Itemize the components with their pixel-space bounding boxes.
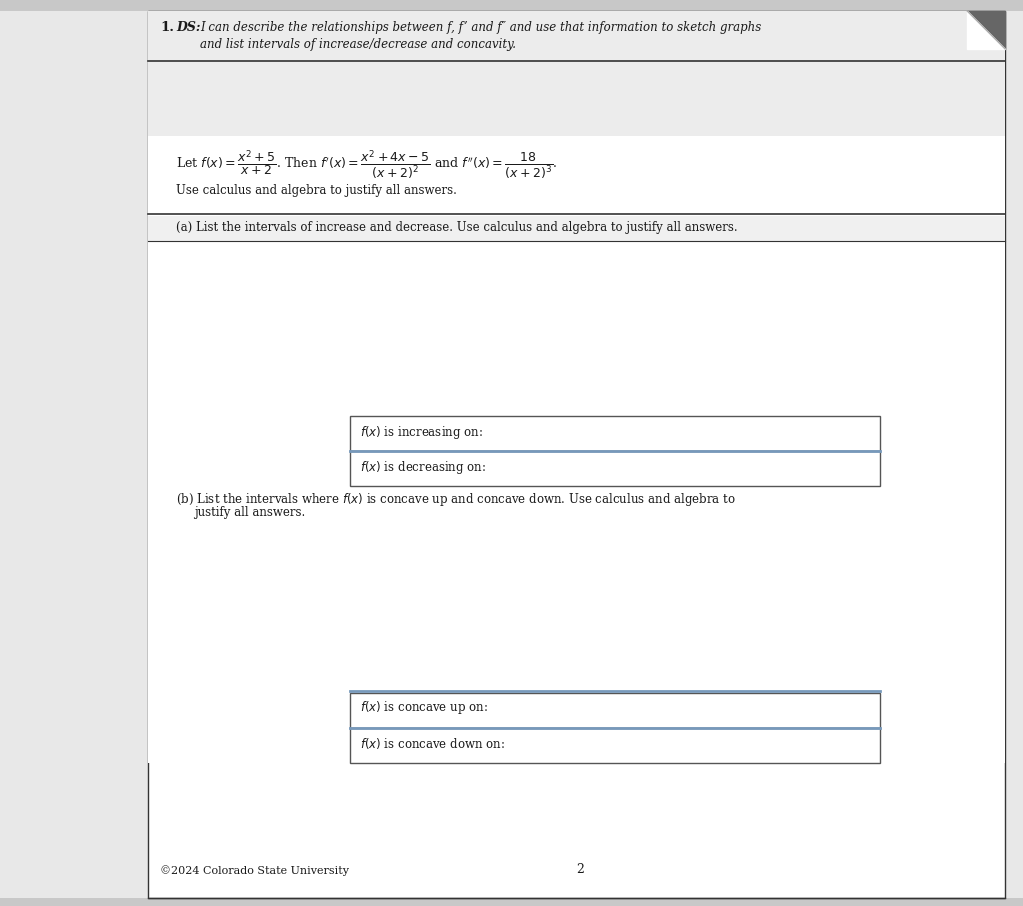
Polygon shape [967, 11, 1005, 49]
Text: justify all answers.: justify all answers. [194, 506, 305, 519]
Text: and list intervals of increase/decrease and concavity.: and list intervals of increase/decrease … [201, 38, 516, 51]
Bar [0, 11, 148, 898]
Bar [350, 416, 880, 451]
Bar [148, 241, 1005, 486]
Text: 1.: 1. [160, 21, 174, 34]
Text: $f(x)$ is concave down on:: $f(x)$ is concave down on: [360, 736, 505, 751]
Bar [148, 216, 1005, 241]
Text: I can describe the relationships between f, f’ and f″ and use that information t: I can describe the relationships between… [201, 21, 761, 34]
Text: $f(x)$ is concave up on:: $f(x)$ is concave up on: [360, 699, 488, 716]
Bar [350, 728, 880, 763]
Text: $f(x)$ is decreasing on:: $f(x)$ is decreasing on: [360, 459, 486, 476]
Bar [350, 693, 880, 728]
Bar [350, 451, 880, 486]
Text: ©2024 Colorado State University: ©2024 Colorado State University [160, 865, 349, 876]
Text: (b) List the intervals where $f(x)$ is concave up and concave down. Use calculus: (b) List the intervals where $f(x)$ is c… [176, 491, 736, 508]
Text: Let $f(x) = \dfrac{x^2+5}{x+2}$. Then $f'(x) = \dfrac{x^2+4x-5}{(x+2)^2}$ and $f: Let $f(x) = \dfrac{x^2+5}{x+2}$. Then $f… [176, 148, 558, 180]
Bar [1005, 11, 1023, 898]
Text: Use calculus and algebra to justify all answers.: Use calculus and algebra to justify all … [176, 184, 457, 197]
Bar [148, 136, 1005, 216]
Text: $f(x)$ is increasing on:: $f(x)$ is increasing on: [360, 424, 483, 441]
Text: (a) List the intervals of increase and decrease. Use calculus and algebra to jus: (a) List the intervals of increase and d… [176, 221, 738, 234]
Polygon shape [967, 11, 1005, 49]
Bar [148, 11, 1005, 898]
Bar [148, 11, 1005, 136]
Text: 2: 2 [576, 863, 584, 876]
Bar [148, 486, 1005, 763]
Text: DS:: DS: [176, 21, 201, 34]
